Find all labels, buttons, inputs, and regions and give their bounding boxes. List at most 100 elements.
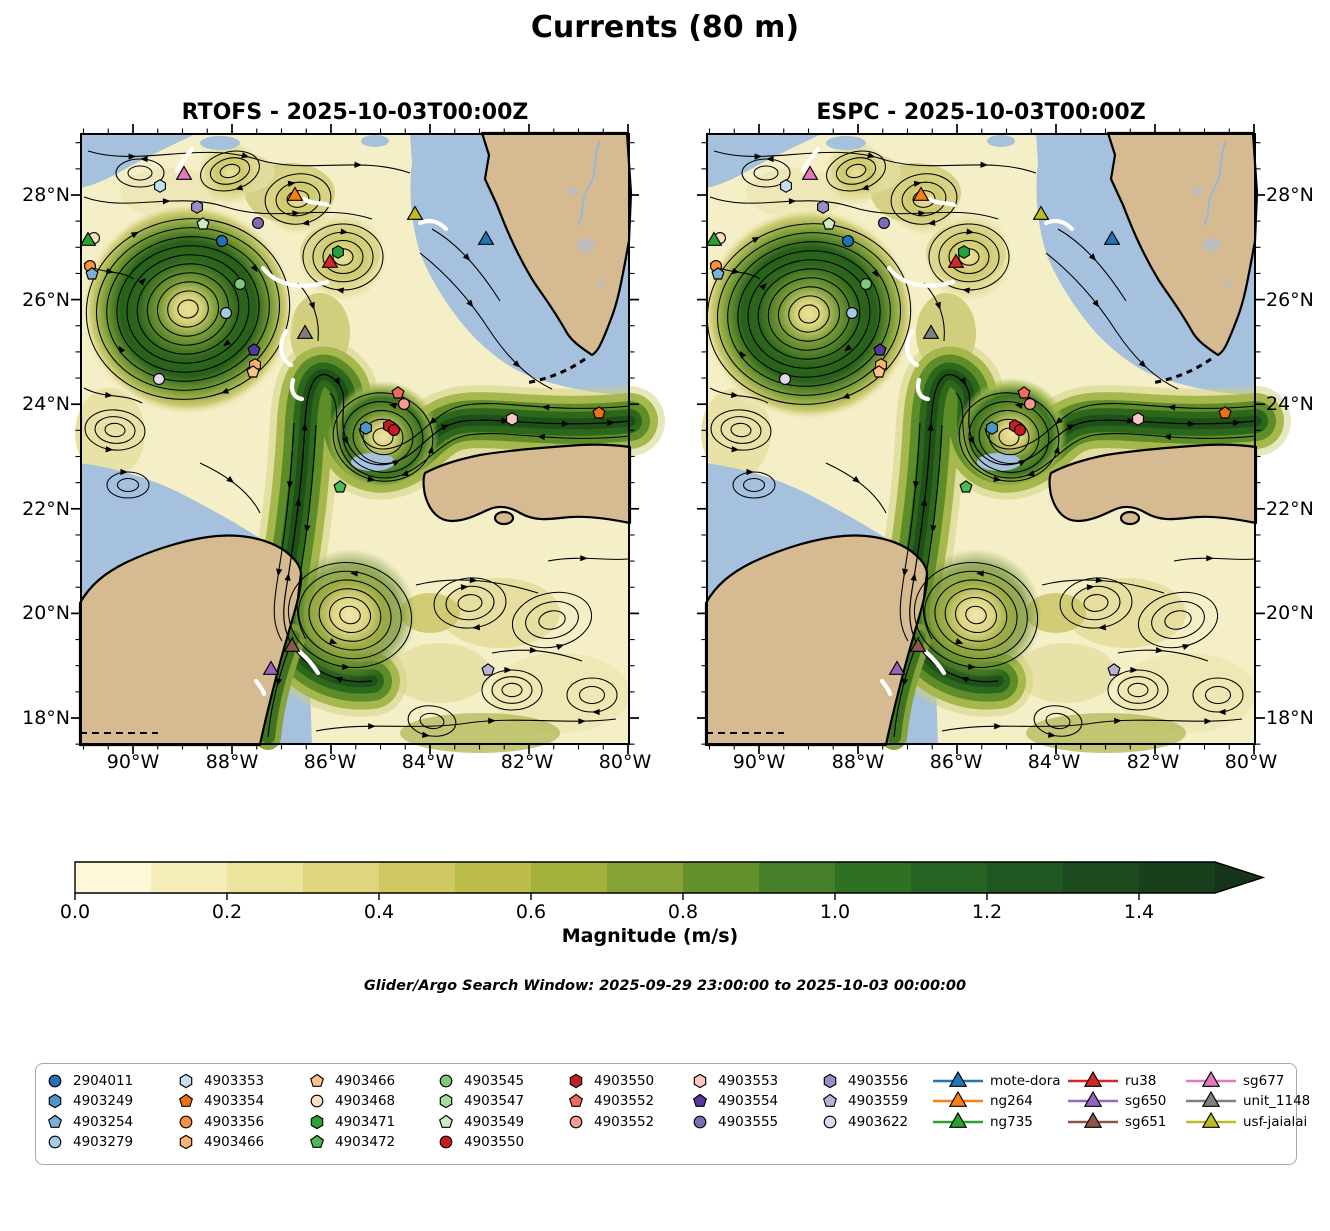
glider-track [297, 649, 321, 676]
streamline-arrow [556, 644, 565, 650]
map-marker-4903279 [219, 306, 233, 320]
streamline-arrow [334, 676, 343, 683]
map-marker-ru38 [947, 253, 965, 268]
map-panel-espc [697, 124, 1291, 754]
map-marker-4903466 [246, 365, 260, 378]
map-marker-ru38 [321, 253, 339, 268]
streamline-arrow [955, 638, 964, 644]
streamline-arrow [1055, 417, 1063, 425]
streamline-arrow [350, 570, 358, 577]
land-cuba [422, 443, 632, 525]
streamline-arrow [607, 419, 615, 426]
legend-argo-label: 4903353 [204, 1073, 265, 1089]
glider-track [253, 678, 267, 697]
legend-argo-marker-4903545 [439, 1074, 453, 1088]
map-marker-4903353 [154, 179, 166, 193]
legend-argo-label: 4903466 [204, 1134, 265, 1150]
streamline-arrow [976, 570, 984, 577]
colorbar [74, 861, 1266, 900]
streamline-arrow [927, 422, 934, 431]
streamline-arrow [912, 481, 920, 489]
streamline-arrow [234, 184, 244, 191]
map-marker-4903556 [191, 200, 203, 214]
streamline-arrow [1092, 299, 1100, 308]
streamline-arrow [504, 666, 512, 674]
map-marker-4903249 [986, 421, 998, 435]
legend-argo-label: 2904011 [73, 1073, 134, 1089]
x-tick-label: 88°W [205, 751, 259, 773]
panel-title-espc: ESPC - 2025-10-03T00:00Z [816, 100, 1146, 125]
legend-argo-label: 4903472 [335, 1134, 396, 1150]
colorbar-tick-label: 0.8 [667, 901, 699, 923]
glider-track [905, 328, 920, 368]
glider-track [1043, 218, 1075, 232]
legend-argo-label: 4903553 [718, 1073, 779, 1089]
colorbar-tick-label: 1.2 [971, 901, 1003, 923]
legend-argo-marker-4903468 [310, 1094, 324, 1108]
streamline-arrow [541, 404, 550, 411]
streamline-arrow [1204, 718, 1212, 725]
streamline-arrow [400, 470, 409, 477]
x-tick-label: 86°W [303, 751, 357, 773]
legend-argo-marker-4903622 [823, 1115, 837, 1128]
map-marker-4903471 [332, 245, 344, 259]
x-tick-label: 84°W [401, 751, 455, 773]
figure-title: Currents (80 m) [530, 10, 800, 45]
map-marker-4903552 [1023, 397, 1037, 411]
panel-title-rtofs: RTOFS - 2025-10-03T00:00Z [181, 100, 529, 125]
streamline-arrow [162, 198, 171, 205]
streamline-arrow [788, 198, 797, 205]
streamline-arrow [959, 377, 966, 386]
streamline-arrow [429, 417, 437, 425]
legend-argo-label: 4903552 [594, 1093, 655, 1109]
streamline-arrow [966, 228, 975, 235]
legend-glider-label: sg677 [1243, 1073, 1285, 1089]
glider-track [800, 146, 821, 174]
streamline-arrow [120, 468, 128, 476]
streamline-arrow [472, 624, 481, 631]
glider-track [915, 377, 931, 402]
search-window-text: Glider/Argo Search Window: 2025-09-29 23… [363, 978, 967, 994]
loop-current-eddy [701, 206, 917, 422]
glider-track [174, 146, 195, 174]
y-tick-label: 22°N [22, 497, 70, 520]
legend-argo-marker-4903552 [569, 1115, 583, 1128]
streamline-arrow [340, 228, 349, 235]
y-tick-label: 20°N [22, 602, 70, 625]
streamline-arrow [993, 475, 1002, 483]
map-marker-sg651 [909, 637, 927, 652]
streamline-arrow [105, 446, 114, 453]
map-marker-4903555 [877, 216, 891, 230]
legend-glider-marker-usf-jaialai [1186, 1111, 1236, 1128]
streamline-arrow [1163, 433, 1172, 441]
map-marker-4903552 [397, 397, 411, 411]
colorbar-label: Magnitude (m/s) [561, 925, 739, 947]
streamline-arrow [1053, 445, 1060, 454]
streamline-arrow [466, 299, 474, 308]
legend-argo-label: 4903622 [848, 1113, 909, 1130]
streamline-arrow [292, 210, 300, 217]
legend-argo-label: 4903554 [718, 1093, 779, 1109]
land-isle-of-youth [1119, 510, 1141, 526]
streamline-arrow [460, 584, 469, 591]
streamline-arrow [910, 573, 917, 581]
map-marker-4903554 [873, 343, 887, 356]
streamline-arrow [561, 420, 570, 427]
legend-argo-label: 4903547 [464, 1093, 525, 1109]
map-marker-4903353 [780, 179, 792, 193]
x-tick-label: 86°W [929, 751, 983, 773]
streamline-arrow [844, 344, 853, 352]
map-marker-sg677 [175, 165, 193, 180]
streamline-arrow [934, 301, 941, 310]
streamline-arrow [138, 277, 146, 286]
streamline-arrow [580, 555, 588, 562]
streamline-arrow [1138, 360, 1147, 368]
panel-border [80, 133, 630, 745]
legend-glider-label: mote-dora [990, 1073, 1061, 1089]
y-tick-label: 24°N [22, 393, 70, 416]
map-marker-4903354 [592, 406, 606, 419]
streamline-arrow [980, 161, 989, 168]
streamline-arrow [250, 264, 258, 273]
legend-argo-marker-4903472 [310, 1134, 324, 1148]
streamline-arrow [501, 417, 510, 424]
